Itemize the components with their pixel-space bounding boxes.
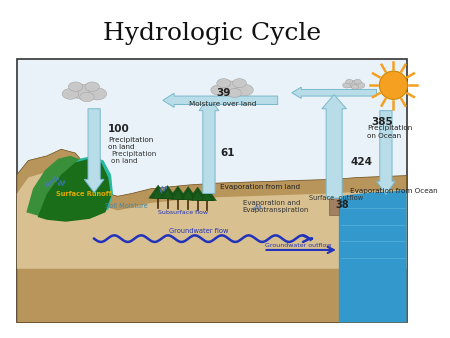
Polygon shape bbox=[162, 189, 173, 199]
Polygon shape bbox=[339, 190, 407, 322]
Circle shape bbox=[379, 71, 408, 99]
Ellipse shape bbox=[68, 82, 83, 91]
Ellipse shape bbox=[346, 79, 353, 84]
Ellipse shape bbox=[211, 85, 227, 95]
FancyArrow shape bbox=[163, 93, 278, 107]
Text: Subsurface flow: Subsurface flow bbox=[158, 210, 208, 215]
Text: Surface Runoff: Surface Runoff bbox=[56, 191, 112, 197]
Text: 38: 38 bbox=[335, 200, 349, 210]
Text: Evaporation and
Evapotranspiration: Evaporation and Evapotranspiration bbox=[243, 200, 309, 213]
Polygon shape bbox=[148, 185, 167, 198]
Ellipse shape bbox=[217, 79, 230, 88]
Ellipse shape bbox=[235, 84, 253, 96]
Text: Evaporation from Ocean: Evaporation from Ocean bbox=[350, 189, 438, 194]
Polygon shape bbox=[151, 187, 166, 198]
FancyArrow shape bbox=[377, 111, 395, 194]
Polygon shape bbox=[183, 190, 194, 200]
Ellipse shape bbox=[88, 88, 107, 100]
Text: Surface  outflow: Surface outflow bbox=[309, 195, 363, 201]
FancyArrow shape bbox=[84, 109, 104, 193]
Ellipse shape bbox=[72, 84, 94, 99]
Polygon shape bbox=[38, 159, 111, 222]
FancyArrow shape bbox=[292, 87, 377, 98]
Polygon shape bbox=[329, 191, 339, 215]
Ellipse shape bbox=[347, 80, 359, 88]
Polygon shape bbox=[179, 187, 198, 200]
Polygon shape bbox=[153, 189, 164, 198]
FancyArrow shape bbox=[199, 97, 219, 193]
Text: Soil Moisture: Soil Moisture bbox=[105, 202, 148, 209]
Polygon shape bbox=[192, 191, 203, 200]
FancyArrow shape bbox=[322, 95, 346, 198]
Ellipse shape bbox=[228, 89, 242, 97]
Text: 385: 385 bbox=[372, 117, 394, 127]
Text: 424: 424 bbox=[350, 157, 372, 167]
Ellipse shape bbox=[351, 84, 359, 89]
Polygon shape bbox=[17, 166, 407, 269]
Bar bbox=[18, 60, 406, 321]
Polygon shape bbox=[27, 156, 94, 219]
Polygon shape bbox=[202, 191, 213, 201]
Ellipse shape bbox=[220, 81, 242, 95]
Polygon shape bbox=[199, 189, 215, 201]
Ellipse shape bbox=[80, 92, 94, 102]
Polygon shape bbox=[158, 186, 177, 199]
Polygon shape bbox=[17, 149, 407, 322]
Bar bbox=[17, 59, 407, 322]
Text: Precipitation
on Ocean: Precipitation on Ocean bbox=[367, 125, 412, 139]
Polygon shape bbox=[172, 190, 184, 199]
Text: Precipitation
on land: Precipitation on land bbox=[111, 151, 156, 164]
Polygon shape bbox=[190, 189, 205, 200]
Text: 100: 100 bbox=[108, 124, 130, 134]
Text: 39: 39 bbox=[216, 88, 230, 98]
Ellipse shape bbox=[233, 79, 247, 88]
Ellipse shape bbox=[342, 82, 351, 88]
Polygon shape bbox=[160, 187, 175, 199]
Polygon shape bbox=[181, 188, 196, 200]
Polygon shape bbox=[168, 186, 187, 199]
Polygon shape bbox=[52, 156, 113, 219]
Polygon shape bbox=[198, 188, 216, 201]
Text: Groundwater outflow: Groundwater outflow bbox=[266, 243, 332, 248]
Text: Hydrologic Cycle: Hydrologic Cycle bbox=[103, 22, 321, 45]
Text: Moisture over land: Moisture over land bbox=[189, 101, 257, 107]
Text: 61: 61 bbox=[220, 148, 235, 158]
Ellipse shape bbox=[62, 89, 79, 99]
Polygon shape bbox=[171, 188, 185, 199]
Ellipse shape bbox=[356, 82, 365, 88]
Text: Evaporation from land: Evaporation from land bbox=[220, 184, 301, 190]
Polygon shape bbox=[188, 187, 207, 200]
Ellipse shape bbox=[354, 79, 361, 84]
Text: Groundwater flow: Groundwater flow bbox=[169, 228, 229, 234]
Text: Precipitation
on land: Precipitation on land bbox=[108, 137, 153, 150]
Ellipse shape bbox=[85, 82, 99, 91]
